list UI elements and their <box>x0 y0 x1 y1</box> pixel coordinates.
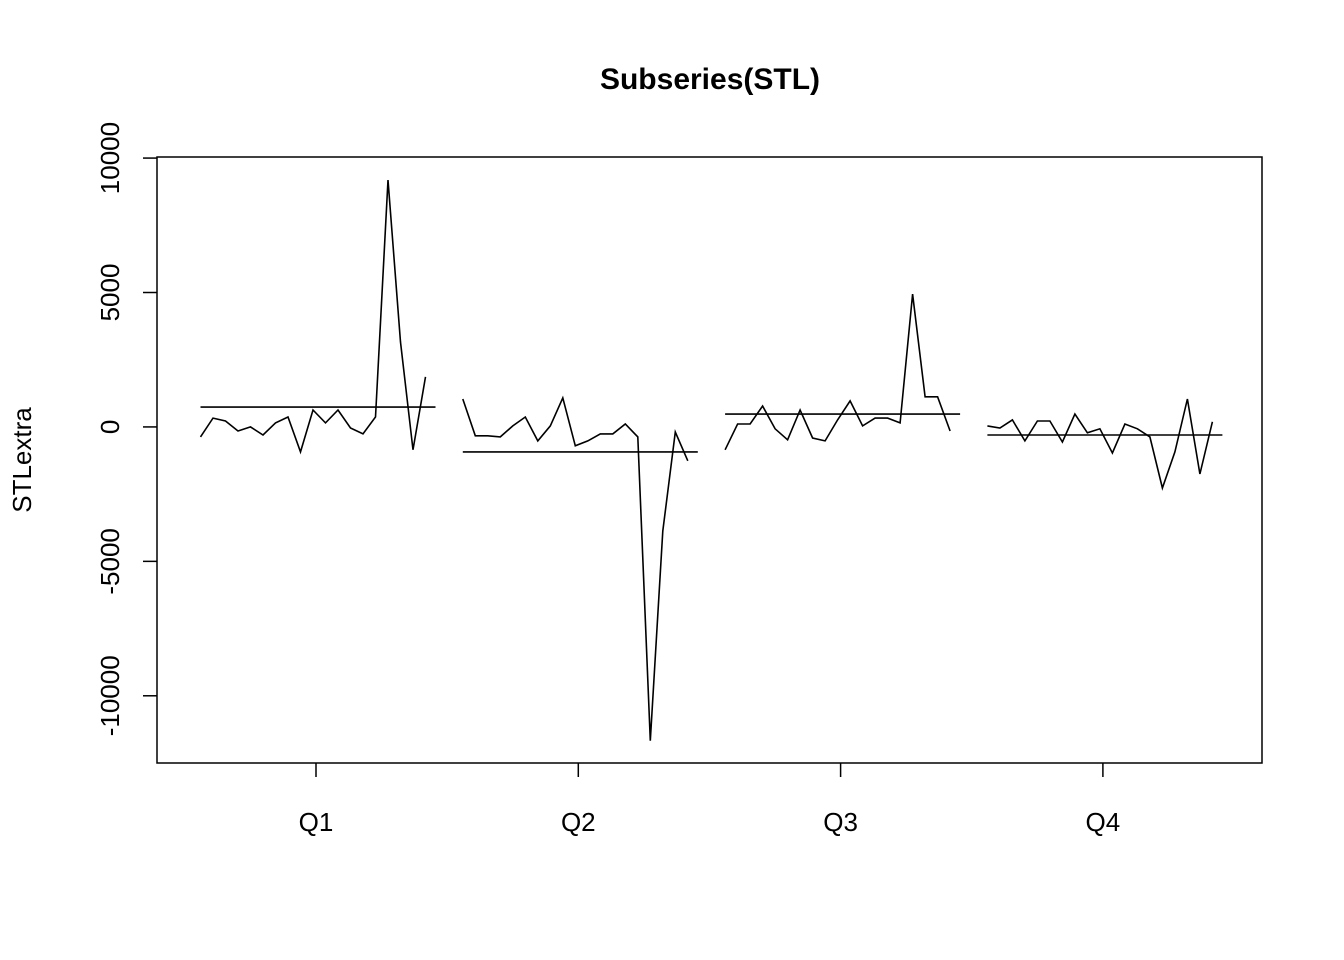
x-tick-label: Q1 <box>299 807 334 837</box>
y-axis-label: STLextra <box>7 407 37 513</box>
x-tick-label: Q4 <box>1086 807 1121 837</box>
plot-frame <box>156 156 1263 764</box>
chart-title: Subseries(STL) <box>600 63 820 96</box>
y-tick-label: 5000 <box>95 264 125 322</box>
y-tick-label: -10000 <box>95 655 125 736</box>
y-tick-label: -5000 <box>95 528 125 595</box>
subseries-line <box>724 294 951 451</box>
y-tick-label: 0 <box>95 420 125 434</box>
y-tick-label: 10000 <box>95 122 125 194</box>
x-tick-label: Q3 <box>823 807 858 837</box>
subseries-line <box>462 395 689 741</box>
x-tick-label: Q2 <box>561 807 596 837</box>
subseries-line <box>199 180 427 455</box>
subseries-line <box>987 398 1214 491</box>
